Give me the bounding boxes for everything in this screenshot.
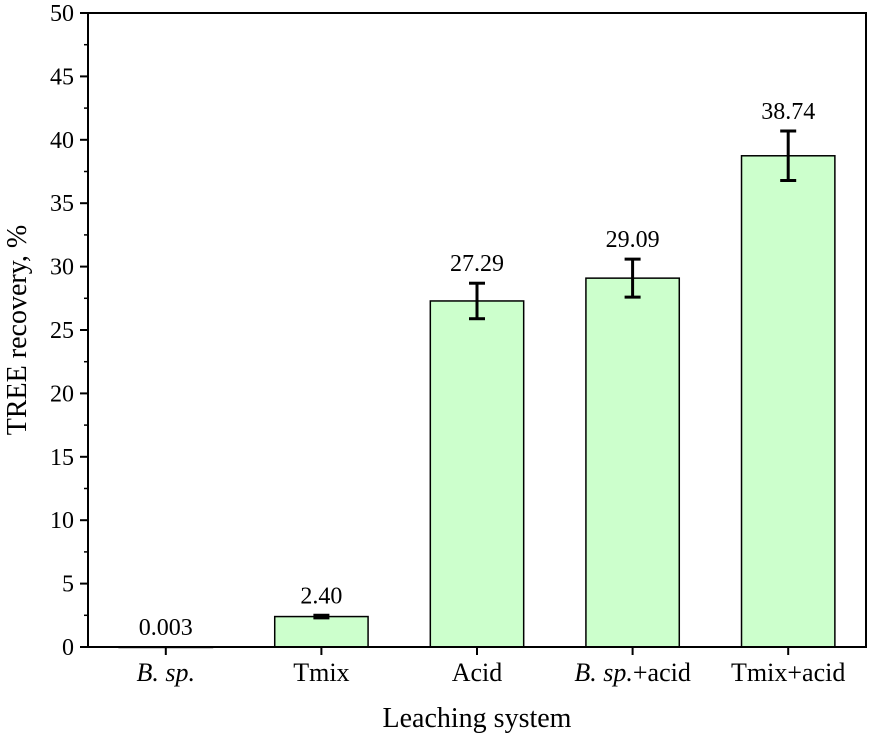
data-label: 29.09 [606, 227, 660, 253]
data-label: 27.29 [450, 251, 504, 277]
y-tick-label: 20 [50, 381, 74, 407]
x-axis: B. sp. Tmix Acid B. sp.+acid Tmix+acid [137, 647, 845, 687]
x-tick-label: B. sp. [137, 658, 196, 687]
error-bars [313, 129, 797, 620]
y-tick-label: 25 [50, 318, 74, 344]
y-tick-label: 50 [50, 1, 74, 27]
bars [118, 155, 836, 649]
error-bar [313, 613, 330, 620]
error-bar [624, 257, 641, 299]
x-tick-label: Acid [452, 658, 503, 687]
bar [429, 300, 525, 648]
error-bar [469, 281, 485, 321]
y-tick-label: 35 [50, 191, 74, 217]
x-tick-label: Tmix [293, 658, 349, 687]
x-axis-title: Leaching system [383, 703, 572, 734]
x-tick-label: Tmix+acid [731, 658, 845, 687]
y-tick-label: 45 [50, 64, 74, 90]
error-bar [780, 129, 797, 183]
data-labels: 0.003 2.40 27.29 29.09 38.74 [139, 99, 815, 641]
y-axis-title: TREE recovery, % [2, 225, 33, 435]
bar [273, 615, 369, 648]
y-tick-label: 10 [50, 508, 74, 534]
data-label: 0.003 [139, 615, 193, 641]
y-tick-label: 15 [50, 445, 74, 471]
data-label: 38.74 [761, 99, 815, 125]
data-label: 2.40 [300, 583, 342, 609]
y-tick-label: 5 [62, 572, 74, 598]
y-tick-label: 30 [50, 255, 74, 281]
x-tick-label: B. sp.+acid [574, 658, 690, 687]
bar [585, 277, 681, 648]
y-tick-label: 40 [50, 128, 74, 154]
y-tick-label: 0 [62, 635, 74, 661]
y-axis: 0 5 10 15 20 25 30 35 40 45 50 [50, 1, 88, 661]
bar [740, 155, 836, 648]
